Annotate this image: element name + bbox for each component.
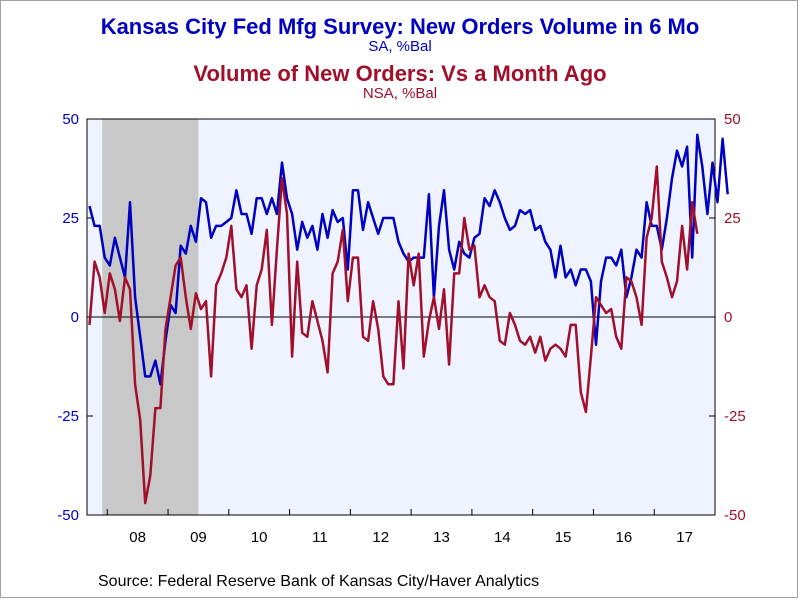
x-tick-label: 17 [676,529,693,546]
chart-subtitle-series1: SA, %Bal [368,38,432,55]
chart-title-series2: Volume of New Orders: Vs a Month Ago [193,61,607,86]
series-line-2 [88,165,699,505]
y-tick-label-left: 50 [62,111,79,128]
y-tick-label-left: -50 [57,507,79,524]
y-tick-label-left: -25 [57,408,79,425]
x-tick-label: 08 [129,529,146,546]
x-tick-label: 14 [494,529,511,546]
y-tick-label-left: 0 [71,309,79,326]
x-tick-label: 12 [372,529,389,546]
chart-title-series1: Kansas City Fed Mfg Survey: New Orders V… [100,14,700,39]
y-tick-label-right: 25 [724,210,741,227]
x-tick-label: 11 [312,529,328,546]
x-tick-label: 13 [433,529,450,546]
chart-subtitle-series2: NSA, %Bal [362,85,438,102]
x-tick-label: 15 [555,529,572,546]
y-tick-label-right: -50 [724,507,746,524]
x-tick-label: 16 [615,529,632,546]
y-tick-label-right: 0 [724,309,732,326]
y-tick-label-left: 25 [62,210,79,227]
x-tick-label: 10 [251,529,268,546]
y-tick-label-right: -25 [724,408,746,425]
y-tick-label-right: 50 [724,111,741,128]
x-tick-label: 09 [190,529,207,546]
source-note: Source: Federal Reserve Bank of Kansas C… [98,573,540,590]
